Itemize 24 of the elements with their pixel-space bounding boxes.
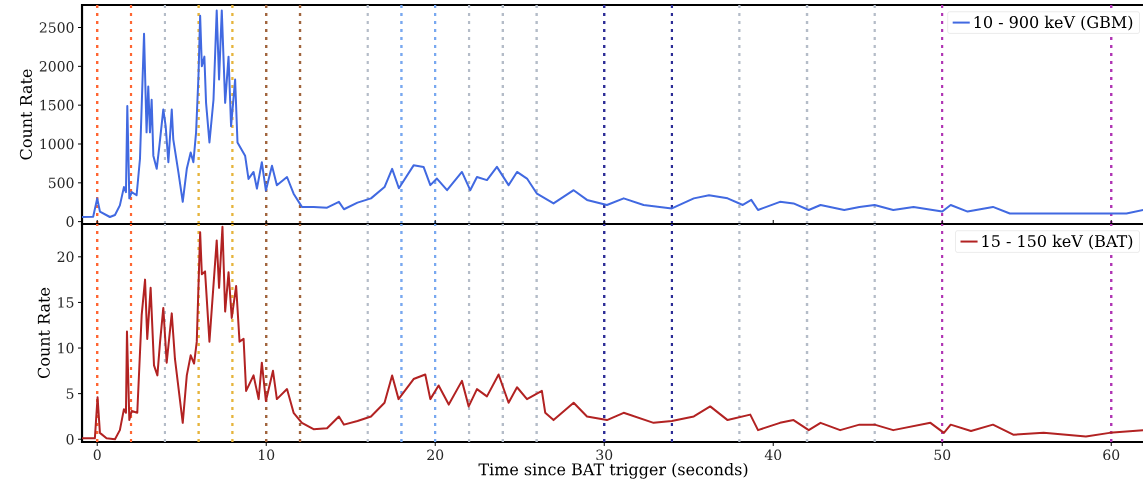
x-tick-label: 50 [934,449,951,461]
x-tick-label: 30 [596,449,613,461]
y-tick-label: 5 [66,388,74,399]
x-tick-label: 60 [1103,449,1120,461]
y-tick-label: 0 [66,216,74,227]
y-axis-title: Count Rate [37,287,50,379]
y-tick-label: 15 [58,297,74,308]
y-tick-label: 20 [57,251,74,263]
y-tick-label: 0 [66,433,74,445]
y-tick-label: 500 [48,177,74,189]
x-tick-label: 20 [427,449,444,461]
y-tick-label: 2500 [39,22,74,33]
x-tick-label: 0 [93,449,101,461]
y-tick-label: 2000 [39,61,74,72]
x-tick-label: 40 [764,449,782,461]
x-axis-title: Time since BAT trigger (seconds) [478,462,748,479]
y-axis-title: Count Rate [19,69,32,160]
y-tick-label: 1500 [40,99,74,111]
legend-label: 10 - 900 keV (GBM) [974,15,1133,31]
y-tick-label: 10 [58,342,74,354]
y-tick-label: 1000 [40,138,74,150]
x-tick-label: 10 [259,449,275,461]
line-series [82,225,1143,441]
legend-label: 15 - 150 keV (BAT) [982,234,1133,250]
